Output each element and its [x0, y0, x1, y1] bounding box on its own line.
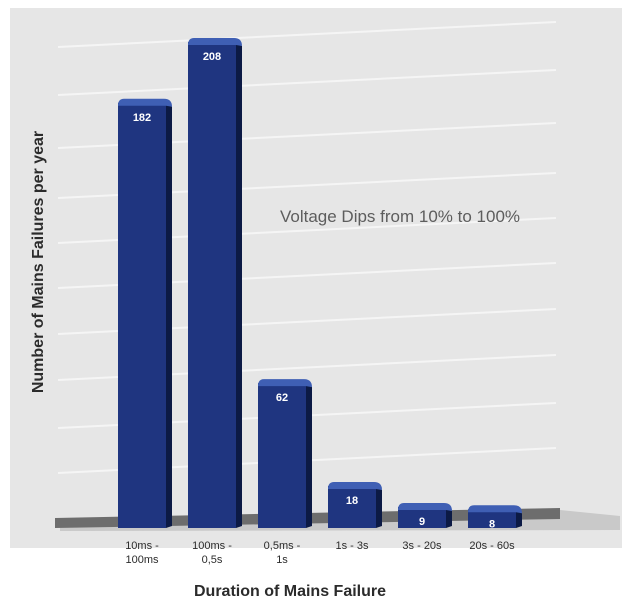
bar-side [306, 385, 312, 528]
bar-side [446, 508, 452, 528]
x-tick-label: 10ms -100ms [125, 540, 159, 566]
bar-top [118, 98, 172, 107]
x-tick-label: 1s - 3s [335, 540, 369, 552]
x-axis-label: Duration of Mains Failure [194, 583, 386, 600]
bar-top [258, 379, 312, 388]
x-tick-labels: 10ms -100ms 100ms -0,5s 0,5ms -1s 1s - 3s 3s… [125, 540, 515, 566]
chart-annotation: Voltage Dips from 10% to 100% [280, 207, 520, 226]
bar [468, 509, 516, 528]
bar-top [328, 481, 382, 490]
bar-side [166, 104, 172, 528]
bar [118, 102, 166, 528]
x-tick-label: 3s - 20s [402, 540, 442, 552]
bar-value-label: 9 [419, 516, 425, 528]
bar-value-label: 18 [346, 495, 358, 507]
bars: 182 208 62 18 9 8 [118, 38, 522, 530]
gridline [57, 21, 557, 48]
y-axis-label: Number of Mains Failures per year [30, 131, 47, 393]
bar [328, 485, 376, 528]
bar [398, 506, 446, 528]
x-tick-label: 20s - 60s [469, 540, 515, 552]
bar-value-label: 8 [489, 518, 495, 530]
bar-side [516, 511, 522, 528]
bar [188, 42, 236, 528]
bar [258, 383, 306, 528]
x-tick-label: 0,5ms -1s [264, 540, 301, 566]
bar-top [468, 505, 522, 514]
bar-value-label: 182 [133, 112, 151, 124]
plot-background [10, 8, 622, 548]
bar-side [236, 44, 242, 528]
gridline [57, 69, 557, 96]
bar-top [188, 38, 242, 46]
bar-side [376, 487, 382, 528]
bar-value-label: 208 [203, 51, 221, 63]
bar-value-label: 62 [276, 392, 288, 404]
bar-top [398, 502, 452, 511]
x-tick-label: 100ms -0,5s [192, 540, 232, 566]
